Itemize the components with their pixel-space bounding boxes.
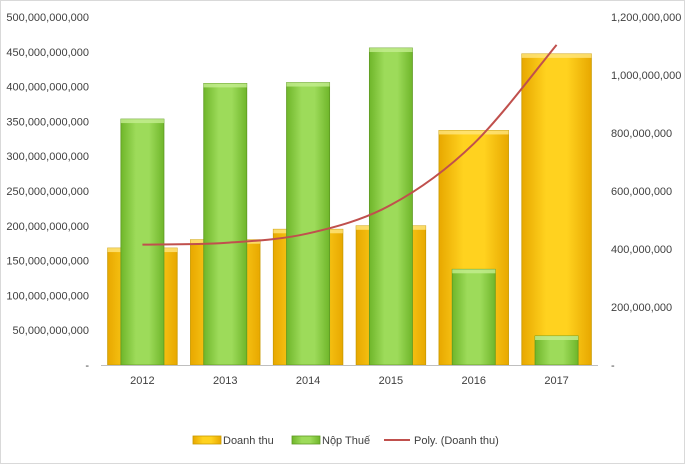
y-left-tick-label: 50,000,000,000: [13, 325, 89, 337]
y-left-tick-label: 300,000,000,000: [6, 151, 89, 163]
bar-nop-thue: [368, 47, 413, 366]
legend-doanh-thu-label: Doanh thu: [223, 435, 274, 447]
bar-nop-thue: [451, 268, 496, 366]
bar-nop-thue-top: [535, 336, 579, 340]
bar-nop-thue: [203, 83, 248, 366]
legend-doanh-thu-swatch: [192, 435, 222, 445]
y-right-tick-label: 800,000,000: [611, 128, 672, 140]
bar-doanh-thu: [521, 53, 592, 366]
y-right-tick-label: 600,000,000: [611, 186, 672, 198]
y-left-tick-label: 400,000,000,000: [6, 82, 89, 94]
bar-nop-thue: [120, 118, 165, 366]
x-tick-label: 2012: [130, 375, 154, 387]
bar-nop-thue-top: [452, 269, 496, 274]
y-right-tick-label: -: [611, 360, 615, 372]
bar-doanh-thu-top: [438, 130, 509, 135]
y-left-tick-label: -: [85, 360, 89, 372]
x-tick-label: 2015: [379, 375, 403, 387]
x-tick-label: 2013: [213, 375, 237, 387]
bar-nop-thue-top: [286, 82, 330, 87]
y-left-tick-label: 100,000,000,000: [6, 290, 89, 302]
y-left-tick-label: 350,000,000,000: [6, 116, 89, 128]
bar-nop-thue-top: [203, 83, 247, 88]
legend-nop-thue-swatch: [291, 435, 321, 445]
bar-nop-thue-top: [120, 119, 164, 124]
x-tick-label: 2016: [462, 375, 486, 387]
legend-poly-doanh-thu-label: Poly. (Doanh thu): [414, 435, 499, 447]
bar-nop-thue: [286, 82, 331, 366]
y-left-tick-label: 250,000,000,000: [6, 186, 89, 198]
y-left-tick-label: 200,000,000,000: [6, 221, 89, 233]
bar-nop-thue-top: [369, 48, 413, 53]
y-right-tick-label: 400,000,000: [611, 244, 672, 256]
x-tick-label: 2017: [544, 375, 568, 387]
x-tick-label: 2014: [296, 375, 320, 387]
y-left-tick-label: 500,000,000,000: [6, 12, 89, 24]
bar-doanh-thu-top: [521, 53, 592, 58]
y-left-tick-label: 150,000,000,000: [6, 256, 89, 268]
trendline-poly-doanh-thu: [142, 44, 558, 246]
y-right-tick-label: 1,000,000,000: [611, 70, 681, 82]
legend-nop-thue-label: Nộp Thuế: [322, 435, 370, 447]
y-right-tick-label: 1,200,000,000: [611, 12, 681, 24]
y-left-tick-label: 450,000,000,000: [6, 47, 89, 59]
y-right-tick-label: 200,000,000: [611, 302, 672, 314]
bar-nop-thue: [534, 335, 579, 366]
